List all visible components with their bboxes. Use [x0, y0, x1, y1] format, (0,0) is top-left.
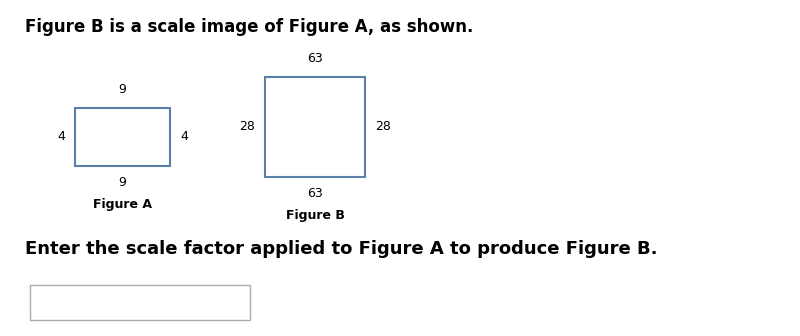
Text: 63: 63 — [307, 187, 323, 200]
Bar — [30, 285, 250, 320]
Text: 4: 4 — [57, 130, 65, 143]
Text: 28: 28 — [239, 121, 255, 133]
Text: 28: 28 — [375, 121, 391, 133]
Text: Enter the scale factor applied to Figure A to produce Figure B.: Enter the scale factor applied to Figure… — [25, 240, 658, 258]
Text: Figure B is a scale image of Figure A, as shown.: Figure B is a scale image of Figure A, a… — [25, 18, 474, 36]
Bar — [75, 108, 170, 166]
Text: 9: 9 — [118, 83, 126, 96]
Bar — [265, 77, 365, 177]
Text: 9: 9 — [118, 176, 126, 189]
Text: 63: 63 — [307, 52, 323, 65]
Text: Figure B: Figure B — [286, 209, 345, 222]
Text: 4: 4 — [180, 130, 188, 143]
Text: Figure A: Figure A — [93, 198, 152, 211]
